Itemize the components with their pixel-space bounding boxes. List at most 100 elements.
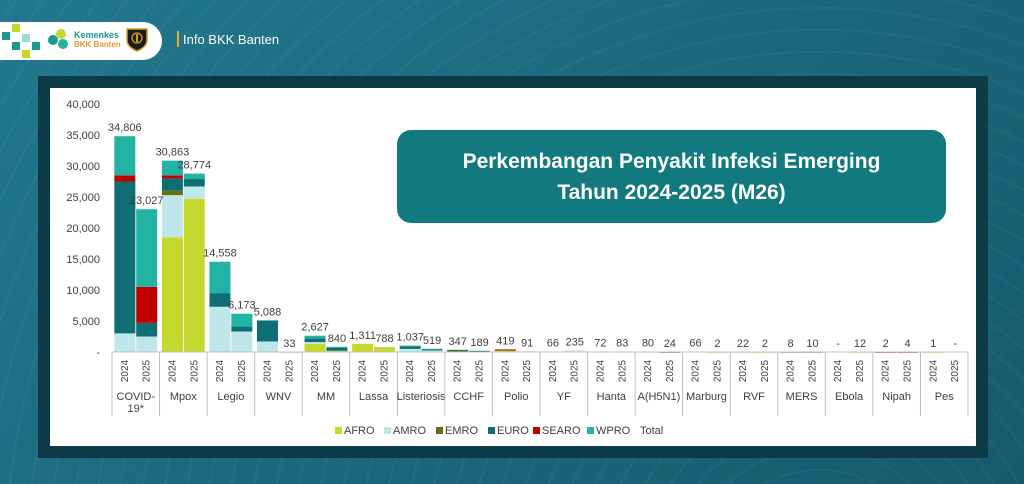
y-tick-label: 10,000 (66, 285, 100, 297)
y-tick-label: 20,000 (66, 223, 100, 235)
total-label: 23,027 (130, 195, 164, 207)
legend-label: SEARO (542, 425, 581, 437)
bar-segment-euro (209, 293, 231, 307)
total-label: 189 (470, 337, 488, 349)
legend-label: EURO (497, 425, 529, 437)
bar-segment-amro (399, 348, 421, 352)
year-label: 2024 (786, 359, 797, 382)
corner-decoration (2, 24, 40, 58)
y-tick-label: 40,000 (66, 99, 100, 111)
year-label: 2025 (570, 359, 581, 382)
emerging-disease-bar-chart: - 5,000 10,000 15,000 20,000 25,000 30,000 35,0… (66, 99, 969, 437)
bar-segment-wpro (114, 136, 136, 176)
bar-segment-wpro (183, 173, 205, 180)
bar-segment-amro (114, 333, 136, 352)
total-label: 72 (594, 338, 606, 350)
bar-segment-amro (161, 195, 183, 238)
bar-segment-euro (304, 338, 326, 343)
kemenkes-logo-icon (48, 29, 68, 49)
total-label: 10 (806, 338, 818, 350)
year-label: 2024 (691, 359, 702, 382)
year-label: 2025 (617, 359, 628, 382)
bar-segment-euro (231, 326, 253, 332)
total-label: 347 (449, 336, 467, 348)
total-label: 80 (642, 338, 654, 350)
total-label: 2,627 (301, 322, 329, 334)
year-label: 2025 (475, 359, 486, 382)
bar-segment-afro (326, 350, 348, 352)
x-axis: COVID-19* 2024 2025 Mpox 2024 2025 Legio 2024 20… (111, 351, 969, 416)
bar-segment-wpro (326, 346, 348, 348)
legend-label: AMRO (393, 425, 426, 437)
bar-segment-emro (494, 349, 516, 351)
total-label: 14,558 (203, 248, 237, 260)
year-label: 2024 (881, 359, 892, 382)
year-label: 2025 (807, 359, 818, 382)
year-label: 2025 (522, 359, 533, 382)
disease-label: COVID-19* (117, 391, 156, 415)
total-label: 1 (930, 338, 936, 350)
bar-segment-amro (564, 350, 586, 352)
total-label: 840 (328, 333, 346, 345)
bar-segment-afro (304, 343, 326, 352)
legend-swatch-emro (436, 427, 443, 434)
bar-segment-amro (421, 350, 443, 352)
bar-segment-amro (257, 341, 279, 352)
disease-label: Pes (935, 391, 954, 403)
y-tick-label: 25,000 (66, 192, 100, 204)
bar-segment-afro (373, 347, 395, 352)
y-tick-label: 30,000 (66, 161, 100, 173)
bar-segment-euro (421, 349, 443, 351)
total-label: 4 (905, 338, 911, 350)
legend-label: EMRO (445, 425, 478, 437)
legend-swatch-wpro (587, 427, 594, 434)
bar-segment-euro (469, 350, 491, 352)
disease-label: YF (557, 391, 571, 403)
total-label: 2 (714, 338, 720, 350)
year-label: 2024 (738, 359, 749, 382)
year-label: 2025 (284, 359, 295, 382)
disease-label: WNV (266, 391, 292, 403)
y-tick-label: 35,000 (66, 130, 100, 142)
y-tick-label: - (96, 347, 100, 359)
brand-line1: Kemenkes (74, 30, 120, 40)
total-label: - (836, 338, 840, 350)
year-label: 2024 (167, 359, 178, 382)
bar-segment-amro (209, 306, 231, 352)
total-label: 519 (423, 335, 441, 347)
bar-segment-amro (231, 331, 253, 352)
legend-swatch-searo (533, 427, 540, 434)
header-divider (177, 31, 179, 47)
bar-segment-wpro (421, 348, 443, 350)
legend-swatch-afro (335, 427, 342, 434)
header-label: Info BKK Banten (183, 32, 280, 47)
chart-legend: AFRO AMRO EMRO EURO SEARO WPRO Total (335, 425, 663, 437)
year-label: 2024 (548, 359, 559, 382)
legend-swatch-amro (384, 427, 391, 434)
year-label: 2024 (215, 359, 226, 382)
year-label: 2024 (263, 359, 274, 382)
total-label: 91 (521, 337, 533, 349)
bar-segment-euro (136, 322, 158, 337)
bar-segment-afro (494, 350, 516, 352)
bar-segment-afro (183, 198, 205, 352)
bar-segment-emro (447, 350, 469, 352)
bar-segment-euro (326, 347, 348, 351)
disease-label: Nipah (882, 391, 911, 403)
total-label: 2 (762, 338, 768, 350)
legend-label: AFRO (344, 425, 375, 437)
year-label: 2025 (665, 359, 676, 382)
disease-label: MM (317, 391, 335, 403)
bar-segment-euro (183, 179, 205, 187)
year-label: 2025 (903, 359, 914, 382)
total-label: 22 (737, 338, 749, 350)
year-label: 2024 (453, 359, 464, 382)
y-tick-label: 5,000 (72, 316, 100, 328)
year-label: 2024 (358, 359, 369, 382)
bar-segment-wpro (209, 261, 231, 294)
legend-label: Total (640, 425, 663, 437)
bar-segment-wpro (399, 345, 421, 347)
disease-label: CCHF (453, 391, 484, 403)
disease-label: Lassa (359, 391, 389, 403)
disease-label: Mpox (170, 391, 197, 403)
